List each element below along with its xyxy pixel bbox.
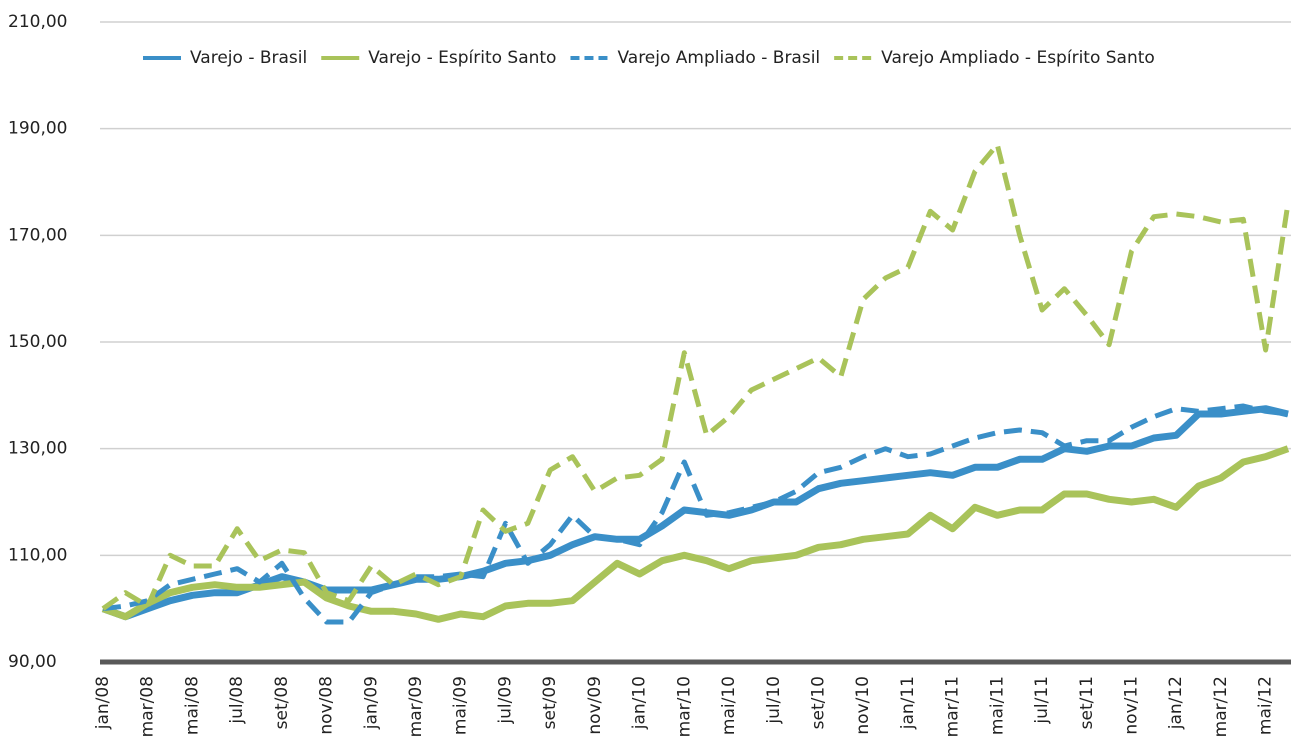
x-tick-label: mar/12 — [1211, 676, 1231, 737]
x-tick-label: mai/09 — [451, 676, 471, 735]
x-tick-label: jan/12 — [1166, 676, 1186, 730]
y-tick-label: 190,00 — [8, 119, 67, 139]
x-tick-label: mai/12 — [1256, 676, 1276, 735]
legend-label: Varejo - Espírito Santo — [368, 48, 556, 68]
x-tick-label: mar/09 — [406, 676, 426, 737]
x-tick-label: mai/11 — [987, 676, 1007, 735]
x-tick-label: jan/09 — [361, 676, 381, 730]
x-tick-label: mai/10 — [719, 676, 739, 735]
x-tick-label: nov/10 — [853, 676, 873, 735]
x-tick-label: mar/11 — [943, 676, 963, 737]
y-tick-label: 110,00 — [8, 545, 67, 565]
x-tick-label: set/08 — [272, 676, 292, 729]
y-tick-label: 90,00 — [8, 652, 57, 672]
x-tick-label: mai/08 — [182, 676, 202, 735]
x-tick-label: jul/11 — [1032, 676, 1052, 725]
x-tick-label: mar/10 — [674, 676, 694, 737]
series-line — [101, 142, 1291, 611]
x-tick-label: nov/09 — [585, 676, 605, 735]
x-tick-label: jan/11 — [898, 676, 918, 730]
legend-label: Varejo - Brasil — [190, 48, 307, 68]
legend-label: Varejo Ampliado - Espírito Santo — [881, 48, 1155, 68]
x-tick-label: jul/10 — [764, 676, 784, 725]
x-tick-label: mar/08 — [138, 676, 158, 737]
series-line — [101, 445, 1290, 623]
x-tick-label: jan/08 — [93, 676, 113, 730]
legend-label: Varejo Ampliado - Brasil — [617, 48, 820, 68]
y-tick-label: 130,00 — [8, 439, 67, 459]
x-tick-label: jul/09 — [495, 676, 515, 725]
y-tick-label: 210,00 — [8, 12, 67, 32]
series-line — [102, 403, 1289, 625]
y-tick-label: 150,00 — [8, 332, 67, 352]
x-tick-label: jul/08 — [227, 676, 247, 725]
x-tick-label: set/11 — [1077, 676, 1097, 729]
x-tick-label: set/10 — [808, 676, 828, 729]
x-tick-label: nov/08 — [317, 676, 337, 735]
x-tick-label: set/09 — [540, 676, 560, 729]
x-tick-label: nov/11 — [1121, 676, 1141, 735]
y-tick-label: 170,00 — [8, 225, 67, 245]
x-tick-label: jan/10 — [630, 676, 650, 730]
